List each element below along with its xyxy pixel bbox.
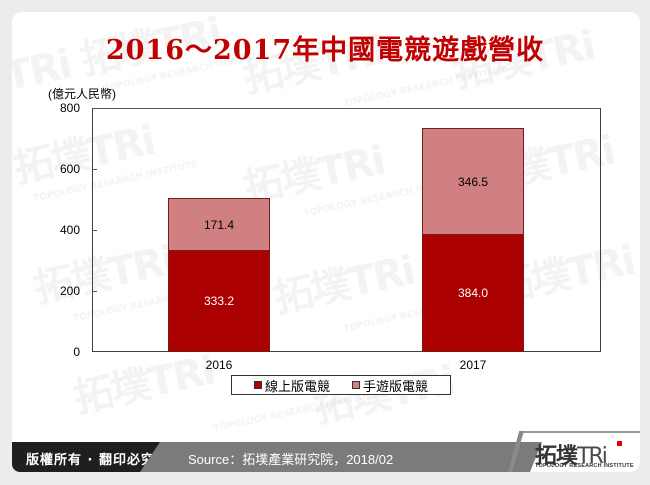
watermark: TOPOLOGY RESEARCH INSTITUTE [212, 389, 379, 435]
y-tick-mark [92, 230, 97, 231]
y-axis-unit-label: (億元人民幣) [48, 87, 116, 101]
legend-swatch-icon [352, 381, 360, 389]
y-tick-label: 600 [59, 162, 80, 176]
legend-swatch-icon [253, 381, 262, 389]
bar-2017-online: 384.0 [422, 234, 524, 352]
y-tick-label: 0 [73, 345, 80, 359]
logo-subtitle: TOPOLOGY RESEARCH INSTITUTE [535, 463, 634, 469]
logo-divider [520, 431, 640, 433]
footer-bar: 版權所有 · 翻印必究 [12, 442, 640, 472]
logo-red-dot-icon [617, 441, 622, 446]
chart-title: 2016～2017年中國電競遊戲營收 [105, 35, 545, 66]
x-tick-label: 2017 [459, 358, 487, 372]
y-tick-mark [92, 169, 97, 170]
data-label: 346.5 [457, 174, 489, 189]
footer-copyright-band: 版權所有 · 翻印必究 [12, 442, 160, 472]
bar-2016-mobile: 171.4 [168, 198, 270, 251]
bar-2016-online: 333.2 [168, 250, 270, 352]
y-tick-label: 400 [59, 223, 80, 237]
y-tick-label: 800 [59, 101, 80, 115]
source-text: Source：拓墣產業研究院，2018/02 [188, 452, 394, 467]
legend-label: 線上版電競 [264, 378, 330, 394]
bar-2017-mobile: 346.5 [422, 128, 524, 235]
legend-item-mobile: 手遊版電競 [352, 376, 428, 395]
logo-name: 拓墣 [535, 444, 578, 469]
legend: 線上版電競 手遊版電競 [231, 375, 451, 395]
y-tick-mark [92, 291, 97, 292]
data-label: 333.2 [203, 294, 235, 308]
tri-logo: 拓墣TRi [535, 438, 608, 470]
copyright-text: 版權所有 · 翻印必究 [26, 453, 155, 468]
data-label: 384.0 [457, 286, 489, 300]
x-tick-label: 2016 [205, 358, 233, 372]
slide-card: TRi 拓墣TRi 拓墣TRi 拓墣TRi 拓墣TRi 拓墣TRi 拓墣TRi … [12, 12, 640, 472]
legend-label: 手遊版電競 [363, 378, 429, 394]
footer-source-band [132, 442, 542, 472]
legend-item-online: 線上版電競 [253, 376, 330, 395]
logo-mark: TRi [577, 444, 608, 469]
watermark: TOPOLOGY RESEARCH INSTITUTE [342, 64, 509, 110]
y-tick-label: 200 [59, 284, 80, 298]
data-label: 171.4 [203, 217, 235, 232]
